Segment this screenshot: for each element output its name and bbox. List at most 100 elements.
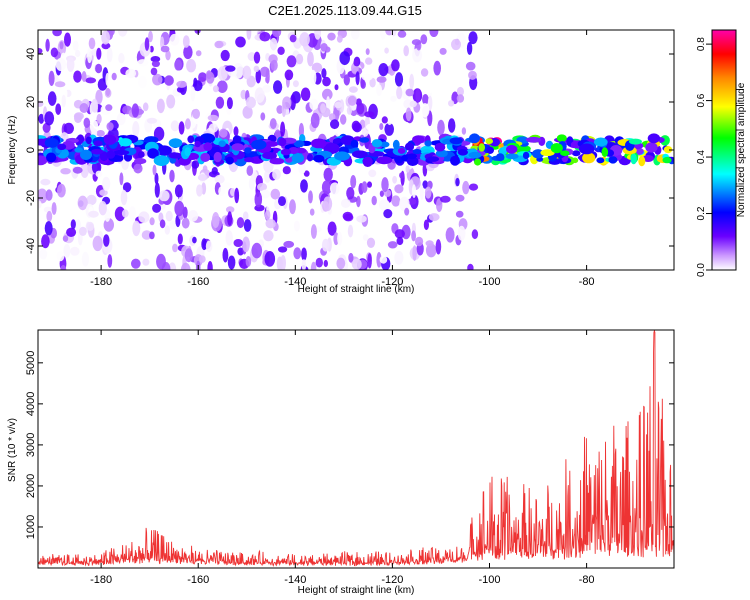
- spectrogram-cell: [86, 221, 95, 231]
- spectrogram-cell: [212, 85, 219, 93]
- spectrogram-cell: [376, 84, 383, 97]
- spectrogram-cell: [280, 255, 286, 270]
- spectrogram-cell: [424, 186, 432, 199]
- spectrogram-cell: [85, 77, 97, 84]
- spectrogram-cell: [309, 98, 319, 111]
- spectrogram-cell: [221, 182, 232, 189]
- spectrogram-cell: [283, 240, 295, 248]
- spectrogram-cell: [63, 244, 71, 258]
- spectrogram-cell: [361, 73, 373, 81]
- spectrogram-cell: [226, 97, 233, 110]
- spectrogram-cell: [95, 89, 103, 105]
- spectrogram-cell: [246, 30, 252, 40]
- spectrogram-cell: [300, 179, 308, 193]
- spectrogram-cell: [213, 151, 222, 163]
- spectrogram-cell: [75, 49, 81, 58]
- spectrogram-cell: [269, 118, 277, 130]
- spectrogram-cell: [96, 47, 102, 60]
- snr-y-tick-label: 3000: [25, 433, 37, 457]
- spectrogram-cell: [330, 119, 340, 130]
- spectrogram-cell: [199, 255, 206, 263]
- spectrogram-cell: [466, 41, 473, 55]
- spectrogram-cell: [99, 189, 108, 196]
- spectrogram-cell: [73, 112, 84, 120]
- spectrogram-cell: [83, 117, 91, 128]
- spectrogram-cell: [415, 88, 421, 103]
- spectrogram-cell: [44, 137, 59, 148]
- spectrogram-cell: [310, 224, 317, 239]
- colorbar-ticks: 0.0 0.2 0.4 0.6 0.8: [696, 37, 712, 277]
- spectrogram-cell: [38, 48, 43, 54]
- spectrogram-cell: [311, 62, 323, 73]
- spectrogram-cell: [505, 153, 519, 160]
- spectrogram-cell: [485, 138, 494, 145]
- spectrogram-cell: [298, 163, 306, 174]
- spectrogram-cell: [299, 32, 310, 47]
- spectrogram-cell: [495, 153, 505, 162]
- spectrogram-cell: [412, 48, 423, 63]
- spectrogram-cell: [337, 231, 343, 246]
- spectrogram-cell: [582, 152, 596, 164]
- spectrogram-cell: [449, 137, 463, 145]
- spectrogram-cell: [391, 195, 401, 207]
- spectrogram-cell: [86, 194, 97, 206]
- spectrogram-cell: [186, 58, 197, 73]
- spectrogram-cell: [211, 212, 220, 228]
- spectrogram-cell: [323, 167, 333, 182]
- spectrogram-cell: [295, 53, 304, 65]
- spectrogram-cell: [38, 155, 48, 166]
- spectrogram-cell: [340, 198, 351, 208]
- spectrogram-cell: [225, 171, 233, 179]
- spectrogram-cell: [309, 208, 315, 216]
- spectrogram-cell: [138, 211, 150, 223]
- spectrogram-cell: [278, 196, 286, 207]
- spectrogram-cell: [371, 139, 383, 148]
- spectrogram-cell: [434, 142, 446, 152]
- spectrogram-cell: [265, 68, 270, 84]
- spectrogram-cell: [134, 158, 147, 165]
- spectrogram-cell: [107, 254, 113, 268]
- spectrogram-cell: [422, 180, 429, 189]
- spectrogram-cell: [327, 32, 336, 41]
- spectrogram-cell: [347, 95, 357, 106]
- spectrogram-cell: [38, 113, 45, 124]
- spectrogram-cell: [118, 52, 125, 64]
- spectrogram-cell: [183, 45, 193, 60]
- spectrogram-cell: [178, 156, 191, 166]
- spectrogram-cell: [596, 157, 605, 164]
- spectrogram-cell: [282, 96, 292, 110]
- spectrogram-cell: [365, 57, 373, 65]
- spectrogram-cell: [307, 51, 314, 67]
- spectrogram-cell: [99, 151, 109, 162]
- spectrogram-cell: [423, 219, 429, 231]
- spectrogram-cell: [131, 103, 139, 118]
- spectrogram-cell: [320, 103, 326, 114]
- spectrogram-cell: [180, 262, 191, 270]
- spectrogram-cell: [392, 175, 397, 184]
- spectrogram-cell: [457, 149, 468, 156]
- spectrogram-cell: [114, 150, 130, 155]
- spectrogram-cell: [43, 206, 53, 213]
- spectrogram-cell: [450, 155, 460, 166]
- spectrogram-cell: [184, 147, 191, 157]
- spectrogram-cell: [119, 172, 124, 186]
- spectrogram-cell: [422, 94, 429, 105]
- spectrogram-cell: [70, 219, 76, 230]
- spectrogram-cell: [629, 138, 642, 145]
- spectrogram-cell: [111, 72, 117, 81]
- spectrogram-cell: [194, 30, 201, 34]
- spectrogram-cell: [132, 220, 141, 237]
- spectrogram-cell: [362, 234, 369, 241]
- spectrogram-cell: [412, 135, 425, 144]
- spectrogram-cell: [242, 211, 249, 221]
- spectrogram-cell: [348, 252, 354, 263]
- spectrogram-cell: [227, 255, 236, 270]
- spectrogram-cell: [57, 143, 67, 150]
- spectrogram-cell: [394, 184, 404, 194]
- spectrogram-cell: [156, 253, 166, 270]
- colorbar-tick-label: 0.8: [696, 37, 707, 51]
- spectrogram-cell: [425, 240, 434, 247]
- snr-y-tick-label: 2000: [25, 474, 37, 498]
- spectrogram-cell: [192, 236, 197, 244]
- spectrogram-x-tick-label: -80: [579, 276, 595, 288]
